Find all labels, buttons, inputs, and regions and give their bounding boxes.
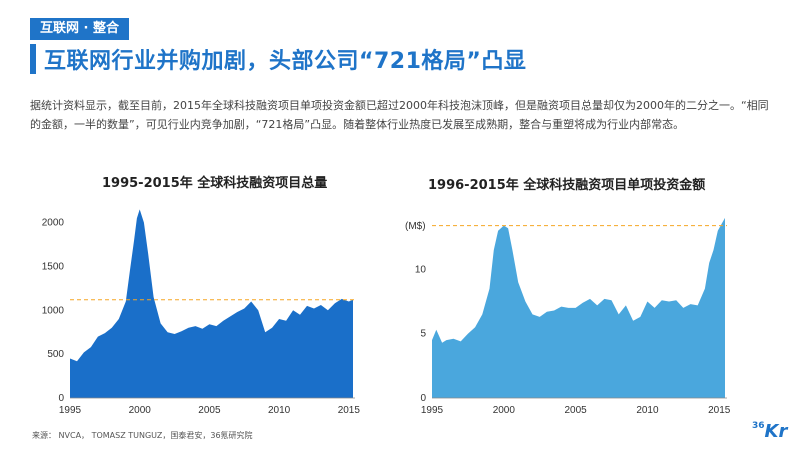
chart2-y-tick-label: 5 [420, 329, 426, 340]
chart1-y-tick-label: 0 [58, 393, 64, 404]
section-tag: 互联网 · 整合 [30, 18, 129, 40]
chart1-x-tick-label: 2000 [129, 405, 152, 416]
chart2-title: 1996-2015年 全球科技融资项目单项投资金额 [428, 178, 706, 193]
chart2-x-tick-label: 2005 [565, 405, 588, 416]
chart1-y-tick-label: 500 [47, 349, 64, 360]
title-accent-bar [30, 44, 36, 74]
logo-sup: 36 [752, 421, 765, 431]
chart1-x-tick-label: 2015 [338, 405, 361, 416]
chart2-x-tick-label: 1995 [421, 405, 444, 416]
chart2-area-series [432, 217, 725, 398]
chart1-x-tick-label: 2005 [198, 405, 221, 416]
source-note: 来源： NVCA， TOMASZ TUNGUZ，国泰君安，36氪研究院 [32, 431, 253, 440]
chart1-title: 1995-2015年 全球科技融资项目总量 [102, 176, 328, 191]
chart1-x-tick-label: 2010 [268, 405, 291, 416]
chart2-y-axis-label: (M$) [405, 221, 426, 232]
description-text: 据统计资料显示，截至目前，2015年全球科技融资项目单项投资金额已超过2000年… [30, 99, 769, 131]
chart1-area-series [70, 209, 353, 398]
chart1-y-tick-label: 2000 [42, 218, 65, 229]
page-title: 互联网行业并购加剧，头部公司“721格局”凸显 [44, 49, 527, 74]
logo-main: Kr [764, 421, 788, 442]
chart2-x-tick-label: 2000 [493, 405, 516, 416]
chart2-y-tick-label: 0 [420, 393, 426, 404]
chart1-y-tick-label: 1500 [42, 261, 65, 272]
36kr-logo: 36Kr [752, 421, 787, 442]
chart2-x-tick-label: 2015 [708, 405, 731, 416]
chart1-y-tick-label: 1000 [42, 305, 65, 316]
chart2-x-tick-label: 2010 [636, 405, 659, 416]
chart1-x-tick-label: 1995 [59, 405, 82, 416]
chart2-y-tick-label: 10 [415, 264, 427, 275]
